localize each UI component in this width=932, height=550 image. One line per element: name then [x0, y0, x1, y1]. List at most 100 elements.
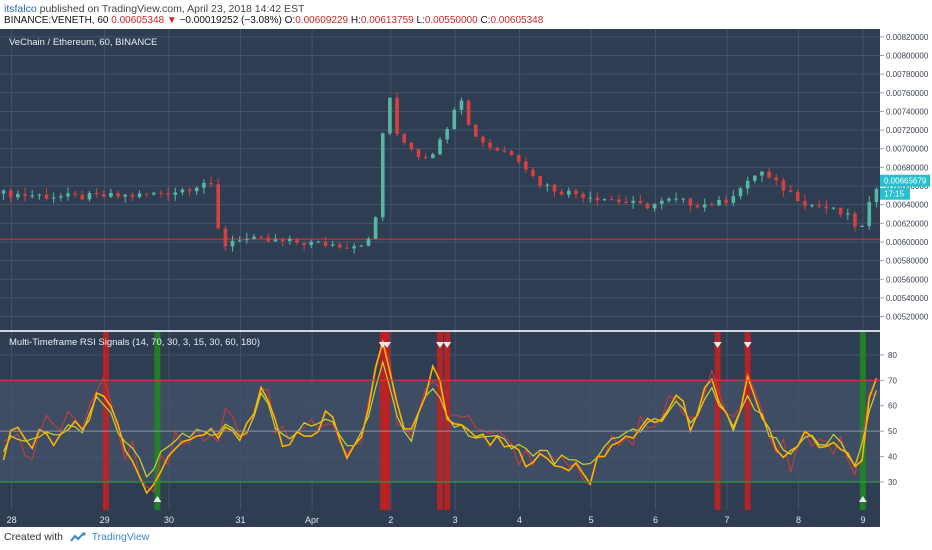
candle-body[interactable]	[652, 203, 657, 209]
candle-body[interactable]	[166, 193, 170, 195]
candle-body[interactable]	[109, 193, 113, 197]
candle-body[interactable]	[459, 100, 464, 110]
candle-body[interactable]	[94, 193, 99, 195]
candle-body[interactable]	[438, 139, 442, 155]
candle-body[interactable]	[631, 200, 635, 203]
candle-body[interactable]	[87, 193, 92, 200]
candle-body[interactable]	[481, 136, 485, 143]
candle-body[interactable]	[617, 199, 621, 202]
candle-body[interactable]	[838, 207, 843, 215]
candle-body[interactable]	[280, 239, 285, 242]
candle-body[interactable]	[123, 194, 128, 197]
candle-body[interactable]	[531, 169, 535, 176]
candle-body[interactable]	[566, 190, 571, 195]
time-axis[interactable]	[0, 510, 880, 527]
candle-body[interactable]	[702, 204, 707, 208]
candle-body[interactable]	[795, 191, 800, 202]
candle-body[interactable]	[395, 97, 399, 134]
candle-body[interactable]	[216, 184, 221, 229]
candle-body[interactable]	[409, 142, 414, 149]
candle-body[interactable]	[1, 190, 6, 194]
candle-body[interactable]	[502, 150, 507, 152]
candle-body[interactable]	[237, 240, 242, 242]
tradingview-link[interactable]: TradingView	[91, 531, 150, 543]
candle-body[interactable]	[674, 198, 678, 200]
candle-body[interactable]	[681, 198, 686, 200]
candle-body[interactable]	[867, 202, 872, 227]
candle-body[interactable]	[695, 205, 700, 208]
candle-body[interactable]	[609, 199, 614, 201]
candle-body[interactable]	[846, 213, 850, 215]
candle-body[interactable]	[602, 199, 607, 201]
candle-body[interactable]	[252, 236, 256, 239]
candle-body[interactable]	[273, 239, 278, 242]
candle-body[interactable]	[638, 200, 643, 204]
candle-body[interactable]	[8, 190, 13, 198]
candle-body[interactable]	[874, 188, 879, 203]
candle-body[interactable]	[209, 182, 213, 185]
candle-body[interactable]	[731, 196, 736, 203]
candle-body[interactable]	[752, 175, 757, 181]
candle-body[interactable]	[645, 203, 650, 209]
candle-body[interactable]	[359, 245, 364, 247]
candle-body[interactable]	[552, 184, 557, 192]
candle-body[interactable]	[831, 207, 836, 209]
candle-body[interactable]	[223, 228, 228, 247]
candle-body[interactable]	[230, 240, 235, 247]
candle-body[interactable]	[473, 124, 478, 137]
candle-body[interactable]	[524, 161, 528, 170]
candle-body[interactable]	[488, 142, 492, 148]
candle-body[interactable]	[73, 193, 77, 195]
candle-body[interactable]	[366, 238, 371, 246]
candle-body[interactable]	[373, 217, 378, 239]
candle-body[interactable]	[445, 129, 449, 140]
rsi-line-slow[interactable]	[3, 359, 877, 479]
candle-body[interactable]	[345, 247, 349, 249]
candle-body[interactable]	[80, 194, 85, 200]
candle-body[interactable]	[330, 244, 335, 246]
candle-body[interactable]	[717, 199, 721, 206]
candle-body[interactable]	[803, 201, 807, 206]
candle-body[interactable]	[23, 193, 27, 196]
candle-body[interactable]	[810, 205, 814, 207]
candle-body[interactable]	[323, 241, 328, 246]
candle-body[interactable]	[173, 192, 178, 195]
author-link[interactable]: itsfalco	[4, 3, 37, 15]
candle-body[interactable]	[245, 238, 249, 241]
candle-body[interactable]	[574, 190, 578, 195]
pane-separator[interactable]	[0, 330, 880, 332]
candle-body[interactable]	[767, 171, 771, 178]
candle-body[interactable]	[66, 193, 70, 197]
candle-body[interactable]	[287, 238, 292, 242]
candle-body[interactable]	[860, 226, 864, 228]
candle-body[interactable]	[509, 151, 514, 156]
candle-body[interactable]	[495, 147, 500, 151]
candle-body[interactable]	[774, 177, 779, 181]
candle-body[interactable]	[538, 175, 542, 186]
candle-body[interactable]	[624, 201, 628, 203]
candle-body[interactable]	[817, 205, 821, 207]
candles[interactable]	[1, 92, 879, 254]
candle-body[interactable]	[388, 97, 392, 134]
candle-body[interactable]	[724, 199, 728, 203]
candle-body[interactable]	[659, 200, 664, 204]
candle-body[interactable]	[144, 193, 149, 195]
candle-body[interactable]	[688, 198, 693, 206]
candle-body[interactable]	[130, 194, 135, 197]
candle-body[interactable]	[559, 191, 564, 195]
candle-body[interactable]	[760, 171, 764, 176]
candle-body[interactable]	[316, 241, 321, 243]
candle-body[interactable]	[516, 155, 521, 162]
candle-body[interactable]	[59, 196, 63, 198]
candle-body[interactable]	[853, 213, 857, 227]
candle-body[interactable]	[266, 237, 271, 242]
candle-body[interactable]	[710, 204, 714, 206]
candle-body[interactable]	[380, 133, 385, 218]
candle-body[interactable]	[338, 244, 342, 248]
candle-body[interactable]	[51, 197, 56, 199]
candle-body[interactable]	[431, 154, 435, 159]
candle-body[interactable]	[101, 194, 106, 197]
candle-body[interactable]	[667, 198, 671, 201]
candle-body[interactable]	[159, 192, 163, 194]
candle-body[interactable]	[595, 197, 600, 201]
